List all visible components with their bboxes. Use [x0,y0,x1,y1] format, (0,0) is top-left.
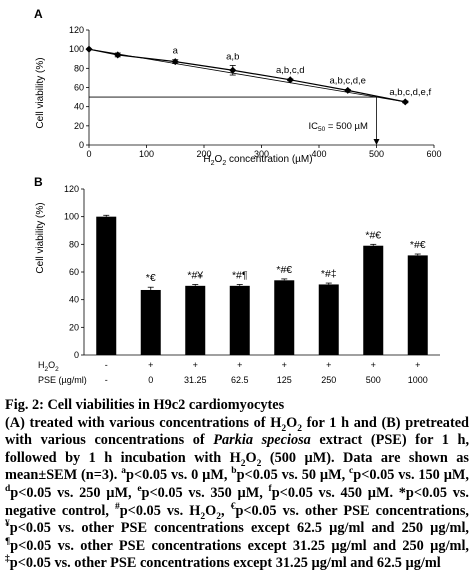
h2o2-row-value: + [237,360,242,370]
pse-row-label: PSE (µg/ml) [38,375,87,385]
h2o2-row-value: + [282,360,287,370]
pse-row-value: 62.5 [231,375,249,385]
panel-b-y-tick-label: 120 [64,184,79,194]
panel-a-significance-label: a [173,46,179,57]
panel-a-data-point [344,86,352,94]
panel-a-x-tick-label: 100 [139,149,154,159]
pse-row-value: - [105,375,108,385]
h2o2-row-value: + [193,360,198,370]
panel-a-x-tick-label: 600 [426,149,441,159]
ic50-label: IC50 = 500 µM [309,121,369,133]
ic50-arrowhead [373,139,380,145]
panel-b-significance-label: *#€ [276,264,292,276]
h2o2-row-value: - [105,360,108,370]
panel-a-data-point [286,76,294,84]
panel-a-data-point [171,58,179,66]
panel-b-y-tick-label: 100 [64,212,79,222]
panel-a-y-tick-label: 40 [74,102,84,112]
panel-a-y-tick-label: 120 [69,25,84,35]
panel-a-data-point [229,66,237,74]
panel-b-y-tick-label: 40 [69,295,79,305]
panel-a-significance-label: a,b,c,d,e,f [389,87,431,98]
h2o2-row-value: + [415,360,420,370]
h2o2-row-value: + [371,360,376,370]
panel-a-data-point [85,45,93,53]
caption-title: Fig. 2: Cell viabilities in H9c2 cardiom… [5,397,285,413]
panel-a-x-tick-label: 0 [86,149,91,159]
pse-row-value: 1000 [408,375,428,385]
panel-b-significance-label: *#€ [410,239,426,251]
panel-b-bar [274,280,295,355]
panel-a-y-tick-label: 60 [74,83,84,93]
panel-a-x-tick-label: 300 [254,149,269,159]
panel-b-significance-label: *#¶ [232,269,248,281]
panel-b-significance-label: *€ [146,272,156,284]
pse-row-value: 250 [321,375,336,385]
panel-a-y-tick-label: 0 [79,140,84,150]
figure: A Cell viability (%) H2O2 concentration … [34,7,442,385]
panel-a-significance-label: a,b,c,d [276,65,305,76]
panel-b-significance-label: *#€ [365,229,381,241]
panel-a-significance-label: a,b,c,d,e [330,75,366,86]
panel-a-line-chart: A Cell viability (%) H2O2 concentration … [34,7,442,167]
caption-body: (A) treated with various concentrations … [5,414,470,572]
panel-b-bar [185,285,206,355]
h2o2-row-value: + [326,360,331,370]
panel-a-x-tick-label: 500 [369,149,384,159]
panel-b-bar [318,284,339,355]
panel-a-x-axis-label: H2O2 concentration (µM) [203,154,312,167]
panel-b-bar-chart: B Cell viability (%) H2O2 PSE (µg/ml) 0 2… [34,175,440,385]
panel-b-y-tick-label: 0 [74,350,79,360]
h2o2-row-value: + [148,360,153,370]
panel-b-significance-label: *#¥ [187,269,203,281]
figure-caption: Fig. 2: Cell viabilities in H9c2 cardiom… [5,397,469,573]
panel-a-y-axis-label: Cell viability (%) [35,57,46,128]
pse-row-value: 125 [277,375,292,385]
species-name: Parkia speciosa [213,432,311,449]
pse-row-value: 31.25 [184,375,207,385]
panel-b-y-tick-label: 20 [69,322,79,332]
pse-row-value: 500 [366,375,381,385]
panel-a-y-tick-label: 100 [69,44,84,54]
panel-a-x-tick-label: 200 [196,149,211,159]
panel-a-trendline [88,48,406,103]
panel-b-bar [363,245,384,355]
h2o2-row-label: H2O2 [38,360,59,373]
panel-a-y-tick-label: 20 [74,121,84,131]
panel-a-data-point [401,98,409,106]
panel-b-bar [96,216,117,355]
panel-a-significance-label: a,b [226,51,239,62]
panel-a-y-tick-label: 80 [74,63,84,73]
panel-a-x-tick-label: 400 [311,149,326,159]
panel-b-letter: B [34,175,43,189]
panel-b-bar [229,285,250,355]
panel-b-bar [407,255,428,355]
panel-b-y-tick-label: 80 [69,239,79,249]
panel-b-bar [140,289,161,355]
panel-b-significance-label: *#‡ [321,268,337,280]
panel-a-data-point [114,51,122,59]
panel-b-y-axis-label: Cell viability (%) [35,202,46,273]
panel-b-y-tick-label: 60 [69,267,79,277]
pse-row-value: 0 [148,375,153,385]
panel-a-letter: A [34,7,43,21]
